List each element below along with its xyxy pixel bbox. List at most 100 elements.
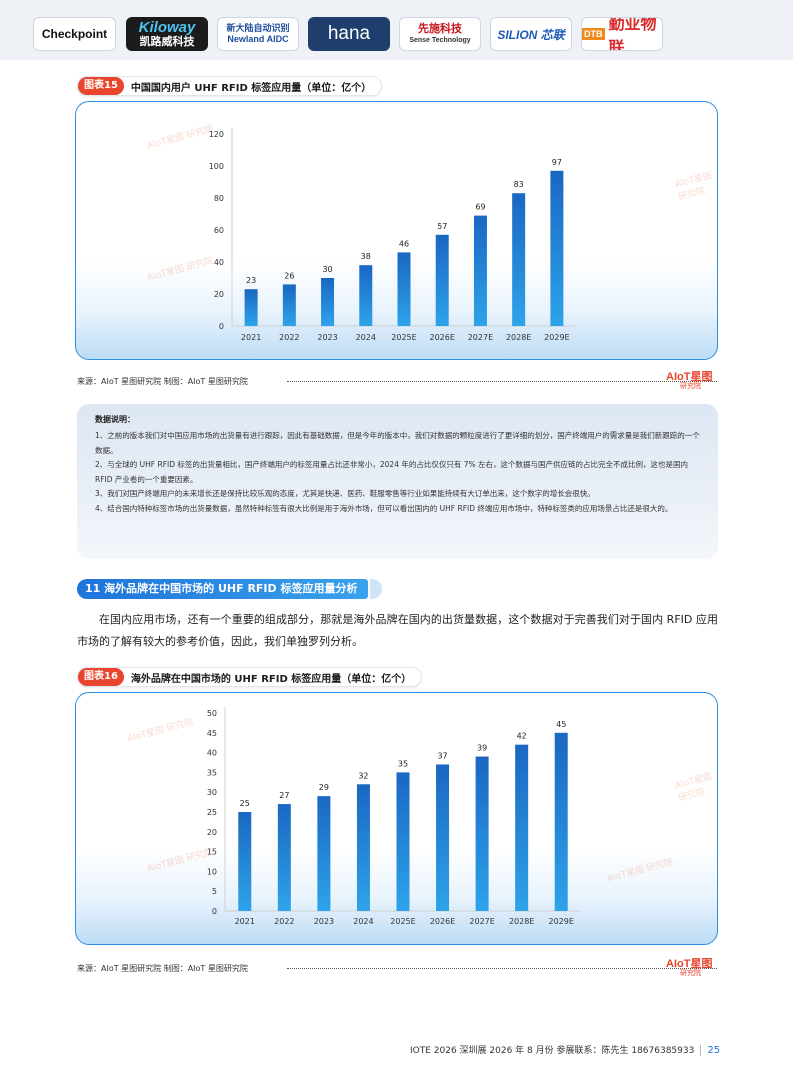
y-tick-label: 25 [207,808,217,817]
x-tick-label: 2023 [314,917,334,926]
bar-value-label: 39 [477,744,487,753]
y-tick-label: 5 [212,887,217,896]
bar-value-label: 26 [284,271,294,280]
x-tick-label: 2022 [279,333,299,342]
bar [244,289,258,326]
notes-title: 数据说明： [95,415,135,424]
sense-logo: 先施科技 Sense Technology [399,17,481,51]
bar [282,284,296,326]
section-title: 11 海外品牌在中国市场的 UHF RFID 标签应用量分析 [77,579,368,599]
x-tick-label: 2028E [509,917,534,926]
figure-caption: 中国国内用户 UHF RFID 标签应用量（单位：亿个） [130,82,372,94]
aiot-logo: AIoT星图 研究院 [666,958,713,977]
bar-value-label: 37 [437,751,447,760]
y-tick-label: 15 [207,848,217,857]
note-item: 3、我们对国产终端用户的未来增长还是保持比较乐观的态度，尤其是快递、医药、鞋服零… [95,489,595,498]
figure-15-title: 图表15 中国国内用户 UHF RFID 标签应用量（单位：亿个） [77,76,383,96]
partner-logo-bar: Checkpoint Kiloway 凯路威科技 新大陆自动识别 Newland… [0,0,793,60]
x-tick-label: 2026E [430,333,455,342]
y-tick-label: 40 [207,749,217,758]
hana-logo: hana [308,17,390,51]
bar [475,756,489,911]
newland-logo: 新大陆自动识别 Newland AIDC [217,17,299,51]
body-paragraph: 在国内应用市场，还有一个重要的组成部分，那就是海外品牌在国内的出货量数据，这个数… [77,613,718,648]
x-tick-label: 2024 [356,333,376,342]
y-tick-label: 0 [212,907,217,916]
chart-card-15: AIoT星图 研究院 AIoT星图 研究院 AIoT星图 研究院 0 20 40 60… [75,101,718,360]
figure-15-source: 来源：AIoT 星图研究院 制图：AIoT 星图研究院 [77,374,717,388]
y-tick-label: 20 [214,290,224,299]
figure-16-source: 来源：AIoT 星图研究院 制图：AIoT 星图研究院 [77,961,717,975]
y-tick-label: 120 [209,130,224,139]
chart-card-16: AIoT星图 研究院 AIoT星图 研究院 AIoT星图 研究院 AIoT星图 … [75,692,718,945]
bar [238,812,252,911]
x-tick-label: 2027E [468,333,493,342]
bar-value-label: 69 [475,203,485,212]
source-dotted-rule [287,968,717,969]
y-tick-label: 100 [209,162,224,171]
dtb-logo: DTB 勤业物联 [581,17,663,51]
bar [356,784,370,911]
x-tick-label: 2026E [430,917,455,926]
y-tick-label: 10 [207,867,217,876]
x-tick-label: 2029E [549,917,574,926]
y-tick-label: 20 [207,828,217,837]
silion-logo: SILION 芯联 [490,17,572,51]
y-tick-label: 80 [214,194,224,203]
section-header: 11 海外品牌在中国市场的 UHF RFID 标签应用量分析 [77,578,382,600]
note-item: 4、结合国内特种标签市场的出货量数据，虽然特种标签有很大比例是用于海外市场，但可… [95,503,673,513]
x-tick-label: 2021 [235,917,255,926]
bar-value-label: 27 [279,791,289,800]
bar-value-label: 29 [319,783,329,792]
figure-16-title: 图表16 海外品牌在中国市场的 UHF RFID 标签应用量（单位：亿个） [77,667,423,687]
source-dotted-rule [287,381,717,382]
note-item: 1、之前的版本我们对中国应用市场的出货量有进行跟踪，因此有基础数据，但是今年的版… [95,431,700,455]
bar [321,278,335,326]
bar-value-label: 38 [361,252,371,261]
bar-value-label: 83 [514,180,524,189]
bar [512,193,526,326]
x-tick-label: 2023 [317,333,337,342]
source-text: 来源：AIoT 星图研究院 制图：AIoT 星图研究院 [77,963,248,973]
page-footer: IOTE 2026 深圳展 2026 年 8 月份 参展联系：陈先生 18676… [410,1043,720,1056]
bar [435,234,449,326]
y-tick-label: 40 [214,258,224,267]
figure-tag: 图表16 [78,668,124,686]
y-tick-label: 30 [207,788,217,797]
bar-value-label: 25 [240,799,250,808]
bar [550,170,564,326]
aiot-logo: AIoT星图 研究院 [666,371,713,390]
bar [473,215,487,326]
page-number: 25 [707,1045,721,1056]
x-tick-label: 2029E [544,333,569,342]
x-tick-label: 2025E [390,917,415,926]
bar-value-label: 32 [358,771,368,780]
figure-tag: 图表15 [78,77,124,95]
bar-value-label: 57 [437,222,447,231]
section-tail-decoration [369,579,382,599]
bar-chart-16: 0 5 10 15 20 25 30 35 40 45 50 25 2021 27 2022 29 2023 32… [207,707,581,926]
checkpoint-logo: Checkpoint [33,17,116,51]
bar-value-label: 46 [399,239,409,248]
x-tick-label: 2027E [469,917,494,926]
footer-text: IOTE 2026 深圳展 2026 年 8 月份 参展联系：陈先生 18676… [410,1046,695,1056]
bar [397,252,411,326]
x-tick-label: 2021 [241,333,261,342]
y-tick-label: 60 [214,226,224,235]
bar [515,744,529,911]
bar [396,772,410,911]
bar-value-label: 42 [517,732,527,741]
source-text: 来源：AIoT 星图研究院 制图：AIoT 星图研究院 [77,376,248,386]
bar-value-label: 35 [398,759,408,768]
bar-value-label: 97 [552,158,562,167]
y-tick-label: 45 [207,729,217,738]
x-tick-label: 2022 [274,917,294,926]
bar [317,796,331,911]
y-tick-label: 50 [207,709,217,718]
bar [277,804,291,911]
bar-value-label: 23 [246,276,256,285]
bar-chart-15: 0 20 40 60 80 100 120 23 2021 26 2022 30 2023 38 2024 4… [209,128,576,342]
bar [554,732,568,911]
bar [436,764,450,911]
bar-value-label: 45 [556,720,566,729]
